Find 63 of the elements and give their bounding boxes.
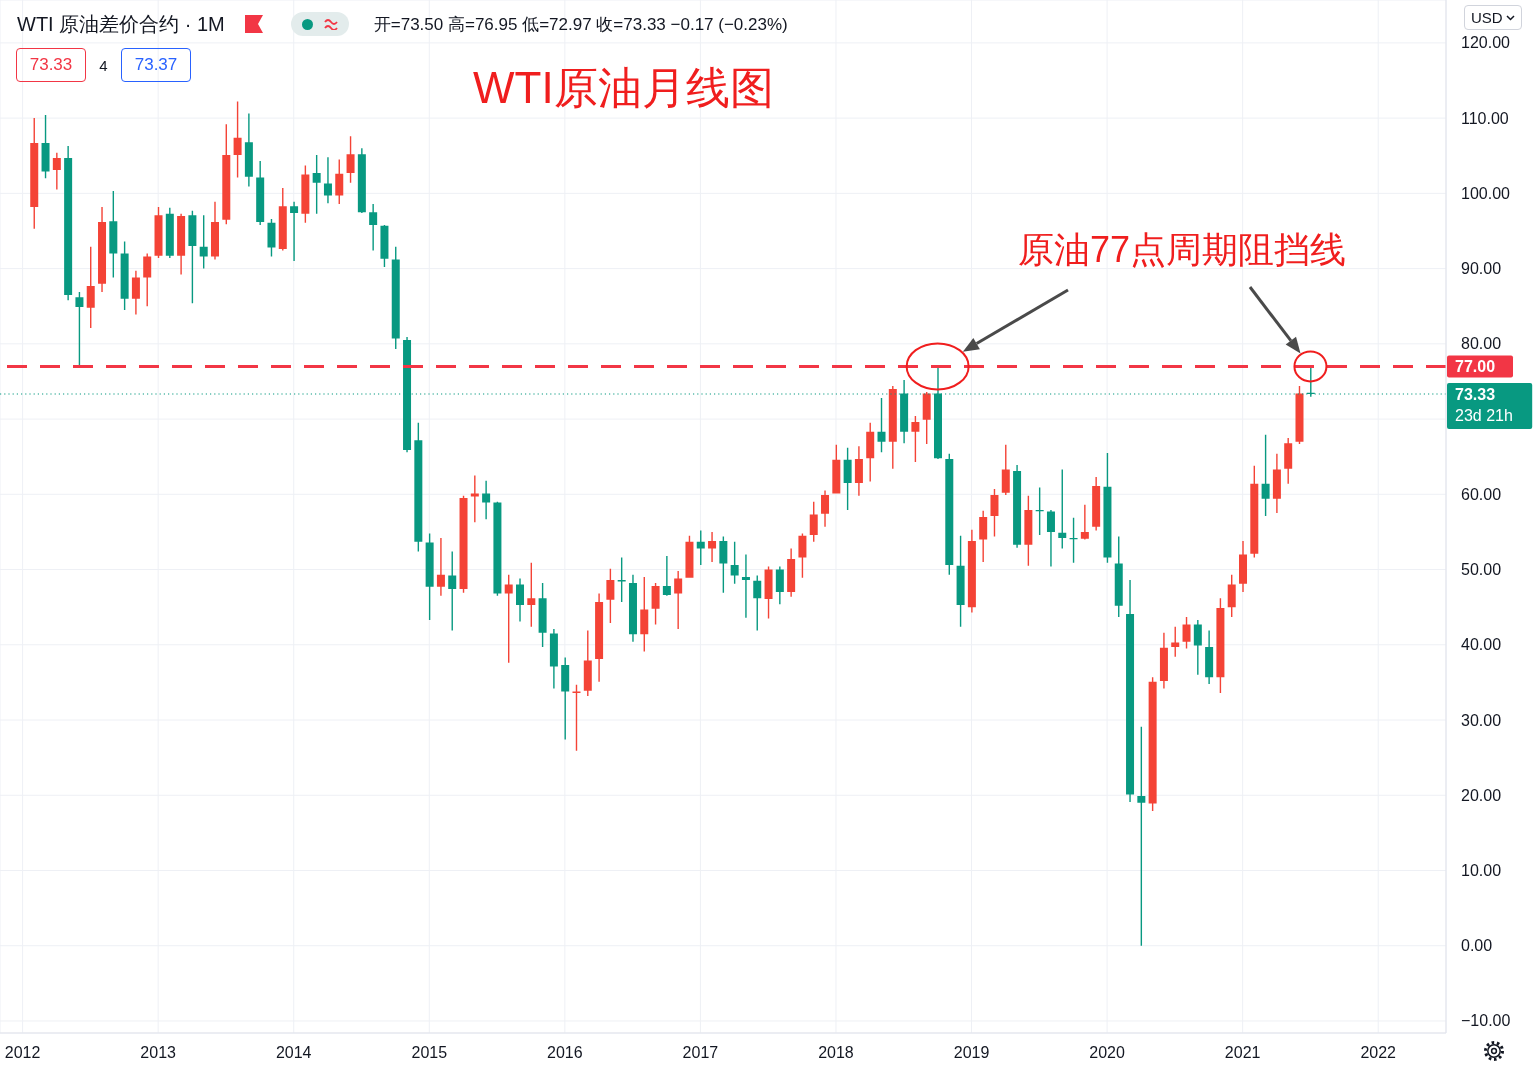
candlestick	[290, 201, 299, 262]
candlestick	[979, 510, 988, 563]
candlestick	[1080, 504, 1089, 540]
candlestick	[561, 657, 570, 740]
y-tick-label: 20.00	[1461, 786, 1502, 804]
annotation: 4	[99, 56, 108, 74]
y-tick-label: 110.00	[1461, 109, 1509, 127]
x-tick-label: 2013	[140, 1044, 177, 1061]
x-tick-label: 2016	[547, 1044, 583, 1061]
x-tick-label: 2022	[1360, 1044, 1397, 1061]
candlestick	[1272, 453, 1281, 514]
candlestick	[549, 628, 558, 689]
x-tick-label: 2012	[4, 1044, 41, 1061]
x-tick-label: 2018	[818, 1044, 854, 1061]
ref-line-label: 73.33 23d 21h	[1455, 385, 1513, 424]
candlestick	[131, 270, 140, 315]
y-tick-label: 120.00	[1461, 34, 1511, 52]
y-tick-label: 10.00	[1461, 861, 1502, 879]
candlestick	[741, 554, 750, 618]
y-tick-label: 30.00	[1461, 711, 1502, 729]
annotation: 开=73.50 高=76.95 低=72.97 收=73.33 −0.17 (−0.23%)	[373, 13, 788, 36]
candlestick	[1239, 540, 1248, 593]
candlestick	[854, 446, 863, 496]
y-tick-label: 100.00	[1461, 184, 1511, 202]
y-tick-label: 90.00	[1461, 260, 1502, 278]
y-tick-label: −10.00	[1461, 1012, 1511, 1030]
x-tick-label: 2014	[275, 1044, 312, 1061]
x-tick-label: 2017	[682, 1044, 719, 1061]
candlestick	[52, 152, 61, 190]
y-tick-label: 60.00	[1461, 485, 1502, 503]
candlestick	[244, 113, 253, 187]
candlestick	[323, 157, 332, 204]
text: USD	[1471, 9, 1503, 26]
candlestick	[516, 578, 525, 622]
y-tick-label: 0.00	[1461, 937, 1493, 955]
candlestick	[436, 537, 445, 596]
y-tick-label: 80.00	[1461, 335, 1502, 353]
candlestick	[177, 213, 186, 275]
x-tick-label: 2020	[1089, 1044, 1125, 1061]
candlestick	[1046, 510, 1055, 567]
candlestick	[1159, 632, 1168, 689]
candlestick	[470, 475, 479, 523]
candlestick	[708, 531, 717, 563]
x-tick-label: 2015	[411, 1044, 448, 1061]
text: WTI 原油差价合约 · 1M	[17, 11, 225, 37]
candlestick	[369, 203, 378, 251]
ref-line-label: 77.00	[1455, 357, 1496, 375]
annotation: 73.33	[29, 55, 73, 75]
x-tick-label: 2021	[1224, 1044, 1261, 1061]
candlestick	[674, 571, 683, 629]
annotation: 73.37	[134, 55, 178, 75]
candlestick	[1205, 630, 1214, 684]
candlestick	[662, 556, 671, 596]
candlestick	[482, 480, 491, 520]
candlestick	[1284, 437, 1293, 484]
y-tick-label: 50.00	[1461, 561, 1502, 579]
y-tick-label: 40.00	[1461, 636, 1502, 654]
x-tick-label: 2019	[953, 1044, 990, 1061]
text: WTI原油月线图	[473, 63, 774, 112]
candlestick	[210, 201, 219, 260]
candlestick	[821, 490, 830, 527]
annotation: 原油77点周期阻挡线	[1018, 229, 1347, 270]
candlestick	[1193, 619, 1202, 675]
